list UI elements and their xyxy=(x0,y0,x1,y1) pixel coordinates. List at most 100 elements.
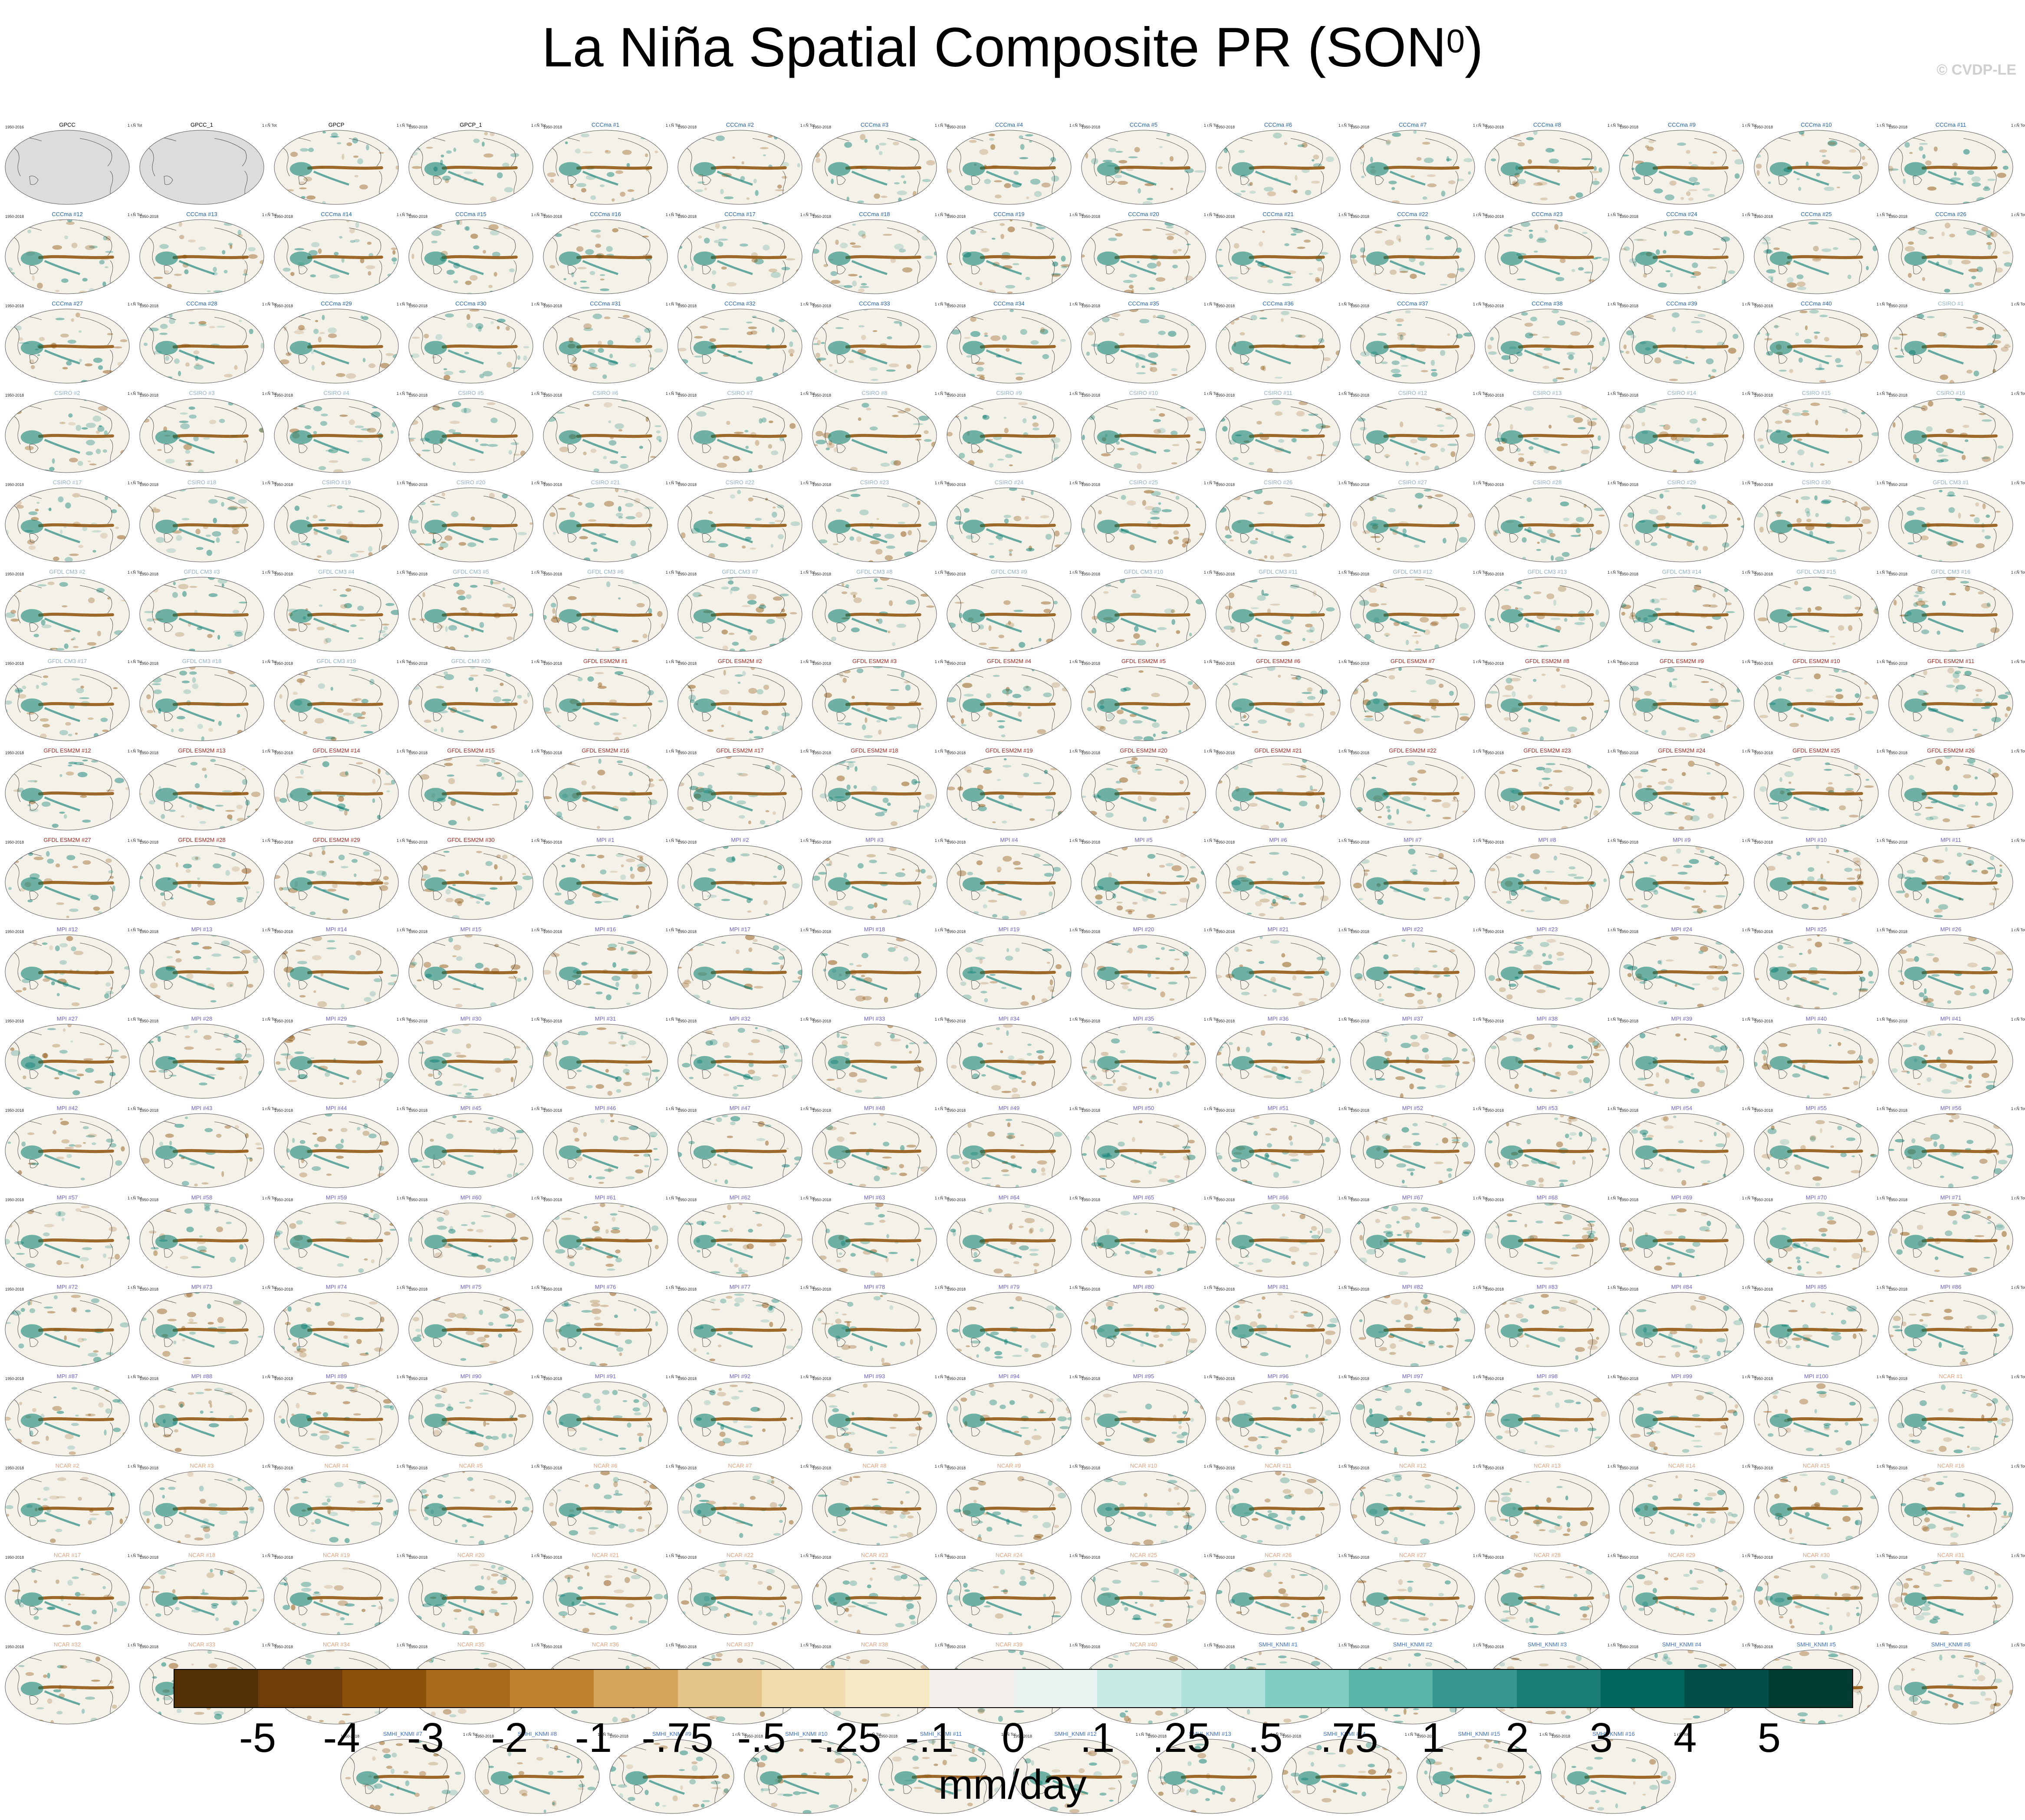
anomaly-blob xyxy=(69,458,78,463)
anomaly-blob xyxy=(1533,129,1538,135)
anomaly-blob xyxy=(855,562,861,564)
equatorial-dry-band xyxy=(309,435,381,436)
anomaly-blob xyxy=(1008,621,1011,625)
panel-period: 1950-2016 xyxy=(5,125,24,129)
anomaly-blob xyxy=(550,192,559,197)
equatorial-dry-band xyxy=(1654,703,1727,704)
anomaly-blob xyxy=(763,685,769,690)
anomaly-blob xyxy=(517,355,520,360)
anomaly-blob xyxy=(1618,535,1624,541)
anomaly-blob xyxy=(578,502,582,506)
anomaly-blob xyxy=(896,624,906,628)
maritime-continent-wet xyxy=(694,430,716,444)
anomaly-blob xyxy=(1427,184,1437,187)
anomaly-blob xyxy=(600,289,609,291)
equatorial-dry-band xyxy=(578,435,651,436)
anomaly-blob xyxy=(1576,192,1583,198)
anomaly-blob xyxy=(407,738,414,740)
anomaly-blob xyxy=(106,236,111,241)
anomaly-blob xyxy=(388,675,398,679)
anomaly-blob xyxy=(1161,731,1168,734)
anomaly-blob xyxy=(319,604,323,607)
panel-period: 1950-2018 xyxy=(678,393,697,398)
anomaly-blob xyxy=(1794,677,1803,679)
anomaly-blob xyxy=(1568,355,1574,360)
anomaly-blob xyxy=(1555,277,1564,281)
anomaly-blob xyxy=(1275,411,1282,416)
anomaly-blob xyxy=(1907,542,1914,545)
anomaly-blob xyxy=(556,732,562,736)
anomaly-blob xyxy=(556,576,564,579)
anomaly-blob xyxy=(831,271,838,276)
anomaly-blob xyxy=(598,348,604,353)
anomaly-blob xyxy=(1225,526,1229,531)
anomaly-blob xyxy=(394,498,398,500)
anomaly-blob xyxy=(692,312,701,316)
anomaly-blob xyxy=(1108,181,1117,183)
anomaly-blob xyxy=(1032,423,1039,427)
anomaly-blob xyxy=(1411,635,1421,637)
anomaly-blob xyxy=(1643,129,1652,135)
anomaly-blob xyxy=(1386,141,1390,145)
anomaly-blob xyxy=(1570,332,1580,336)
panel-map xyxy=(1350,666,1476,742)
anomaly-blob xyxy=(576,183,586,187)
anomaly-blob xyxy=(898,522,905,524)
anomaly-blob xyxy=(460,607,467,611)
anomaly-blob xyxy=(840,243,848,248)
anomaly-blob xyxy=(509,450,512,454)
anomaly-blob xyxy=(293,692,298,695)
anomaly-blob xyxy=(42,724,50,727)
anomaly-blob xyxy=(305,425,312,429)
anomaly-blob xyxy=(1960,581,1969,584)
anomaly-blob xyxy=(926,160,935,165)
anomaly-blob xyxy=(1862,162,1868,166)
anomaly-blob xyxy=(1575,622,1585,625)
equatorial-dry-band xyxy=(578,614,651,615)
anomaly-blob xyxy=(444,368,447,371)
anomaly-blob xyxy=(989,463,993,468)
anomaly-blob xyxy=(754,736,763,739)
anomaly-blob xyxy=(1602,258,1609,261)
anomaly-blob xyxy=(979,643,987,645)
equatorial-dry-band xyxy=(981,346,1054,347)
equatorial-dry-band xyxy=(981,167,1054,168)
anomaly-blob xyxy=(1623,379,1626,383)
anomaly-blob xyxy=(1982,529,1985,532)
anomaly-blob xyxy=(738,682,741,684)
anomaly-blob xyxy=(1630,612,1635,617)
anomaly-blob xyxy=(989,647,999,649)
anomaly-blob xyxy=(1431,369,1437,371)
anomaly-blob xyxy=(1908,273,1912,278)
anomaly-blob xyxy=(41,682,48,686)
anomaly-blob xyxy=(1295,175,1297,181)
anomaly-blob xyxy=(945,675,950,678)
anomaly-blob xyxy=(692,738,703,743)
anomaly-blob xyxy=(352,699,358,702)
anomaly-blob xyxy=(519,582,525,588)
anomaly-blob xyxy=(1678,727,1686,730)
anomaly-blob xyxy=(1270,555,1274,560)
anomaly-blob xyxy=(1979,406,1984,408)
anomaly-blob xyxy=(1810,403,1820,406)
anomaly-blob xyxy=(1234,243,1239,248)
anomaly-blob xyxy=(708,553,715,559)
anomaly-blob xyxy=(1808,222,1818,225)
equatorial-dry-band xyxy=(443,435,516,436)
anomaly-blob xyxy=(1108,148,1117,152)
anomaly-blob xyxy=(864,735,873,738)
anomaly-blob xyxy=(273,310,276,313)
anomaly-blob xyxy=(1189,633,1192,636)
anomaly-blob xyxy=(609,354,613,358)
maritime-continent-wet xyxy=(21,430,43,444)
anomaly-blob xyxy=(650,471,657,475)
anomaly-blob xyxy=(306,516,309,520)
anomaly-blob xyxy=(312,365,315,371)
anomaly-blob xyxy=(1510,424,1513,430)
panel-map xyxy=(677,576,803,652)
